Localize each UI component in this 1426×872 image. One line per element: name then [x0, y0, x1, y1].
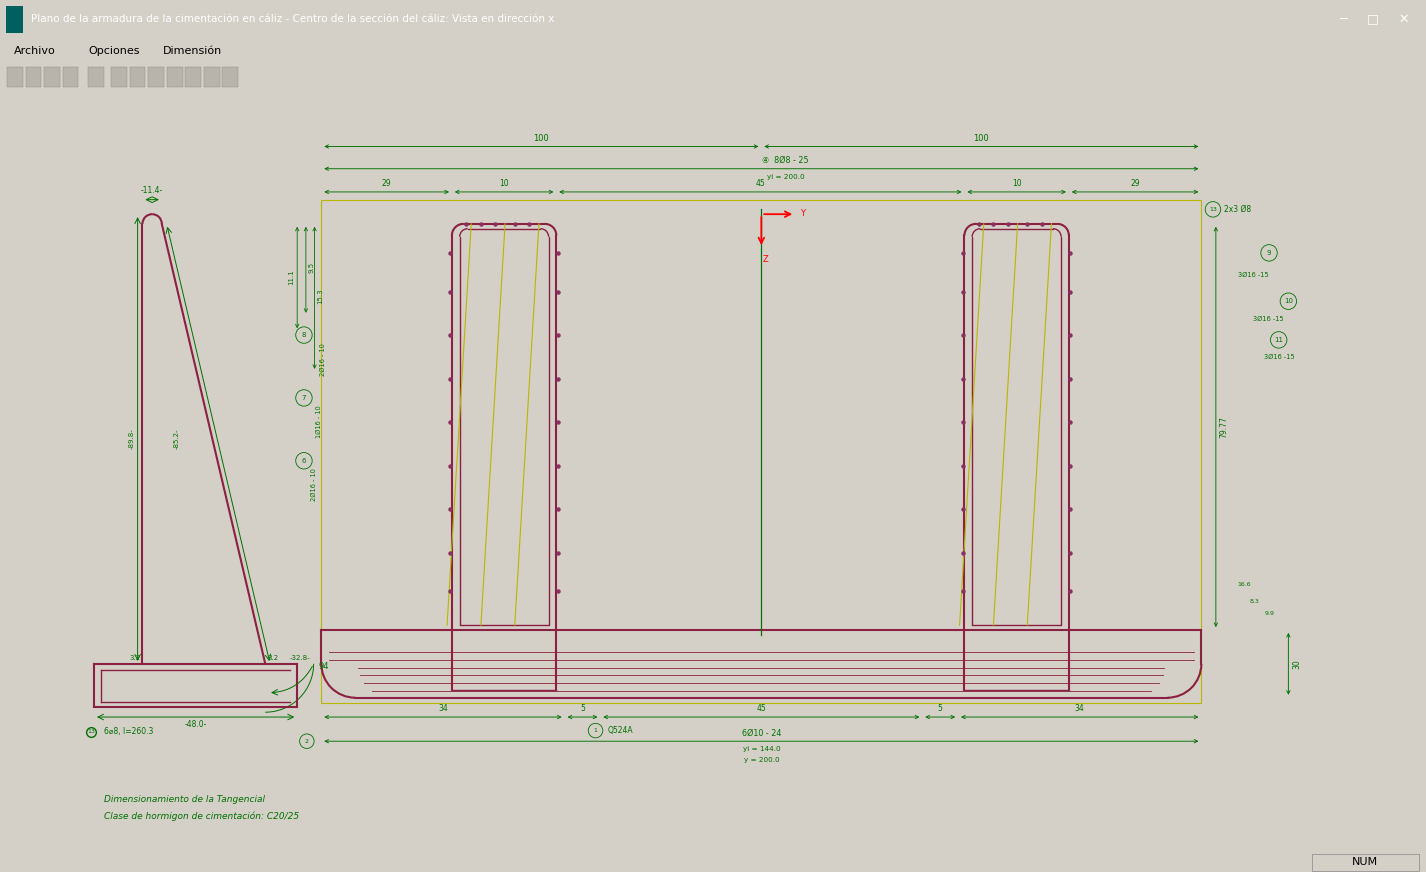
Text: 79.77: 79.77: [1219, 416, 1229, 438]
Text: 34: 34: [1075, 705, 1085, 713]
Text: 13: 13: [1209, 207, 1216, 212]
Text: Dimensión: Dimensión: [163, 46, 222, 57]
Text: 2x3 Ø8: 2x3 Ø8: [1224, 205, 1251, 214]
Text: Opciones: Opciones: [88, 46, 140, 57]
Bar: [1312, 854, 1419, 871]
Text: 15.3: 15.3: [318, 289, 324, 304]
Text: 3.2: 3.2: [267, 655, 278, 661]
Text: 2Ø16 - 10: 2Ø16 - 10: [311, 468, 317, 501]
Text: 29: 29: [1131, 179, 1139, 188]
Bar: [185, 67, 201, 86]
Text: 10: 10: [499, 179, 509, 188]
Text: 29: 29: [382, 179, 392, 188]
Text: 9.5: 9.5: [309, 262, 315, 273]
Text: Z: Z: [763, 255, 769, 264]
Text: 1Ø16 - 10: 1Ø16 - 10: [315, 405, 321, 439]
Text: □: □: [1368, 13, 1379, 25]
Text: -11.4-: -11.4-: [141, 186, 163, 194]
Text: 5: 5: [580, 705, 585, 713]
Bar: [44, 67, 60, 86]
Text: 6⌀8, l=260.3: 6⌀8, l=260.3: [104, 727, 153, 736]
Text: ✕: ✕: [1397, 13, 1409, 25]
Text: Dimensionamiento de la Tangencial: Dimensionamiento de la Tangencial: [104, 794, 265, 804]
Text: 8: 8: [302, 332, 307, 338]
Text: 6: 6: [302, 458, 307, 464]
Bar: [167, 67, 183, 86]
Bar: [222, 67, 238, 86]
Text: Archivo: Archivo: [14, 46, 56, 57]
Text: 3.2: 3.2: [130, 655, 141, 661]
Bar: [321, 200, 1201, 703]
Text: y = 200.0: y = 200.0: [743, 757, 779, 763]
Bar: [204, 67, 220, 86]
Text: 9: 9: [1266, 250, 1272, 255]
Text: 10: 10: [1283, 298, 1293, 304]
Text: -89.8-: -89.8-: [128, 429, 134, 449]
Text: 3Ø16 -15: 3Ø16 -15: [1252, 316, 1283, 322]
Text: 9.9: 9.9: [1265, 611, 1275, 617]
Text: 10: 10: [1012, 179, 1021, 188]
Text: Clase de hormigon de cimentación: C20/25: Clase de hormigon de cimentación: C20/25: [104, 812, 299, 821]
Text: 13: 13: [87, 729, 96, 734]
Text: 3Ø16 -15: 3Ø16 -15: [1238, 272, 1269, 278]
Bar: [6, 6, 23, 32]
Text: yi = 144.0: yi = 144.0: [743, 746, 780, 752]
Text: 5: 5: [938, 705, 943, 713]
Text: 3Ø16 -15: 3Ø16 -15: [1265, 354, 1295, 360]
Text: yi = 200.0: yi = 200.0: [767, 174, 804, 180]
Text: 30: 30: [1292, 659, 1302, 669]
Text: Plano de la armadura de la cimentación en cáliz - Centro de la sección del cáliz: Plano de la armadura de la cimentación e…: [31, 14, 555, 24]
Text: -85.2-: -85.2-: [174, 429, 180, 449]
Text: Q524A: Q524A: [607, 726, 633, 735]
Text: 8.3: 8.3: [1249, 599, 1259, 604]
Text: 7: 7: [302, 395, 307, 401]
Text: 100: 100: [533, 133, 549, 143]
Bar: [111, 67, 127, 86]
Text: 100: 100: [974, 133, 990, 143]
Text: 16.6: 16.6: [1238, 582, 1251, 588]
Text: -48.0-: -48.0-: [184, 720, 207, 729]
Text: 34: 34: [438, 705, 448, 713]
Bar: [26, 67, 41, 86]
Bar: [130, 67, 145, 86]
Text: 94: 94: [318, 662, 329, 671]
Text: ④  8Ø8 - 25: ④ 8Ø8 - 25: [763, 156, 809, 165]
Text: 6Ø10 - 24: 6Ø10 - 24: [742, 728, 781, 738]
Text: 11: 11: [1275, 337, 1283, 343]
Text: 2Ø16 - 10: 2Ø16 - 10: [321, 343, 327, 376]
Bar: [148, 67, 164, 86]
Text: NUM: NUM: [1352, 857, 1378, 868]
Bar: [7, 67, 23, 86]
Text: 45: 45: [756, 179, 766, 188]
Text: -32.8-: -32.8-: [289, 655, 309, 661]
Bar: [63, 67, 78, 86]
Text: 45: 45: [756, 705, 766, 713]
Text: ─: ─: [1339, 13, 1348, 25]
Text: 2: 2: [305, 739, 309, 744]
Text: Y: Y: [800, 208, 806, 218]
Text: 1: 1: [593, 728, 597, 733]
Text: 11.1: 11.1: [288, 269, 294, 285]
Bar: [88, 67, 104, 86]
